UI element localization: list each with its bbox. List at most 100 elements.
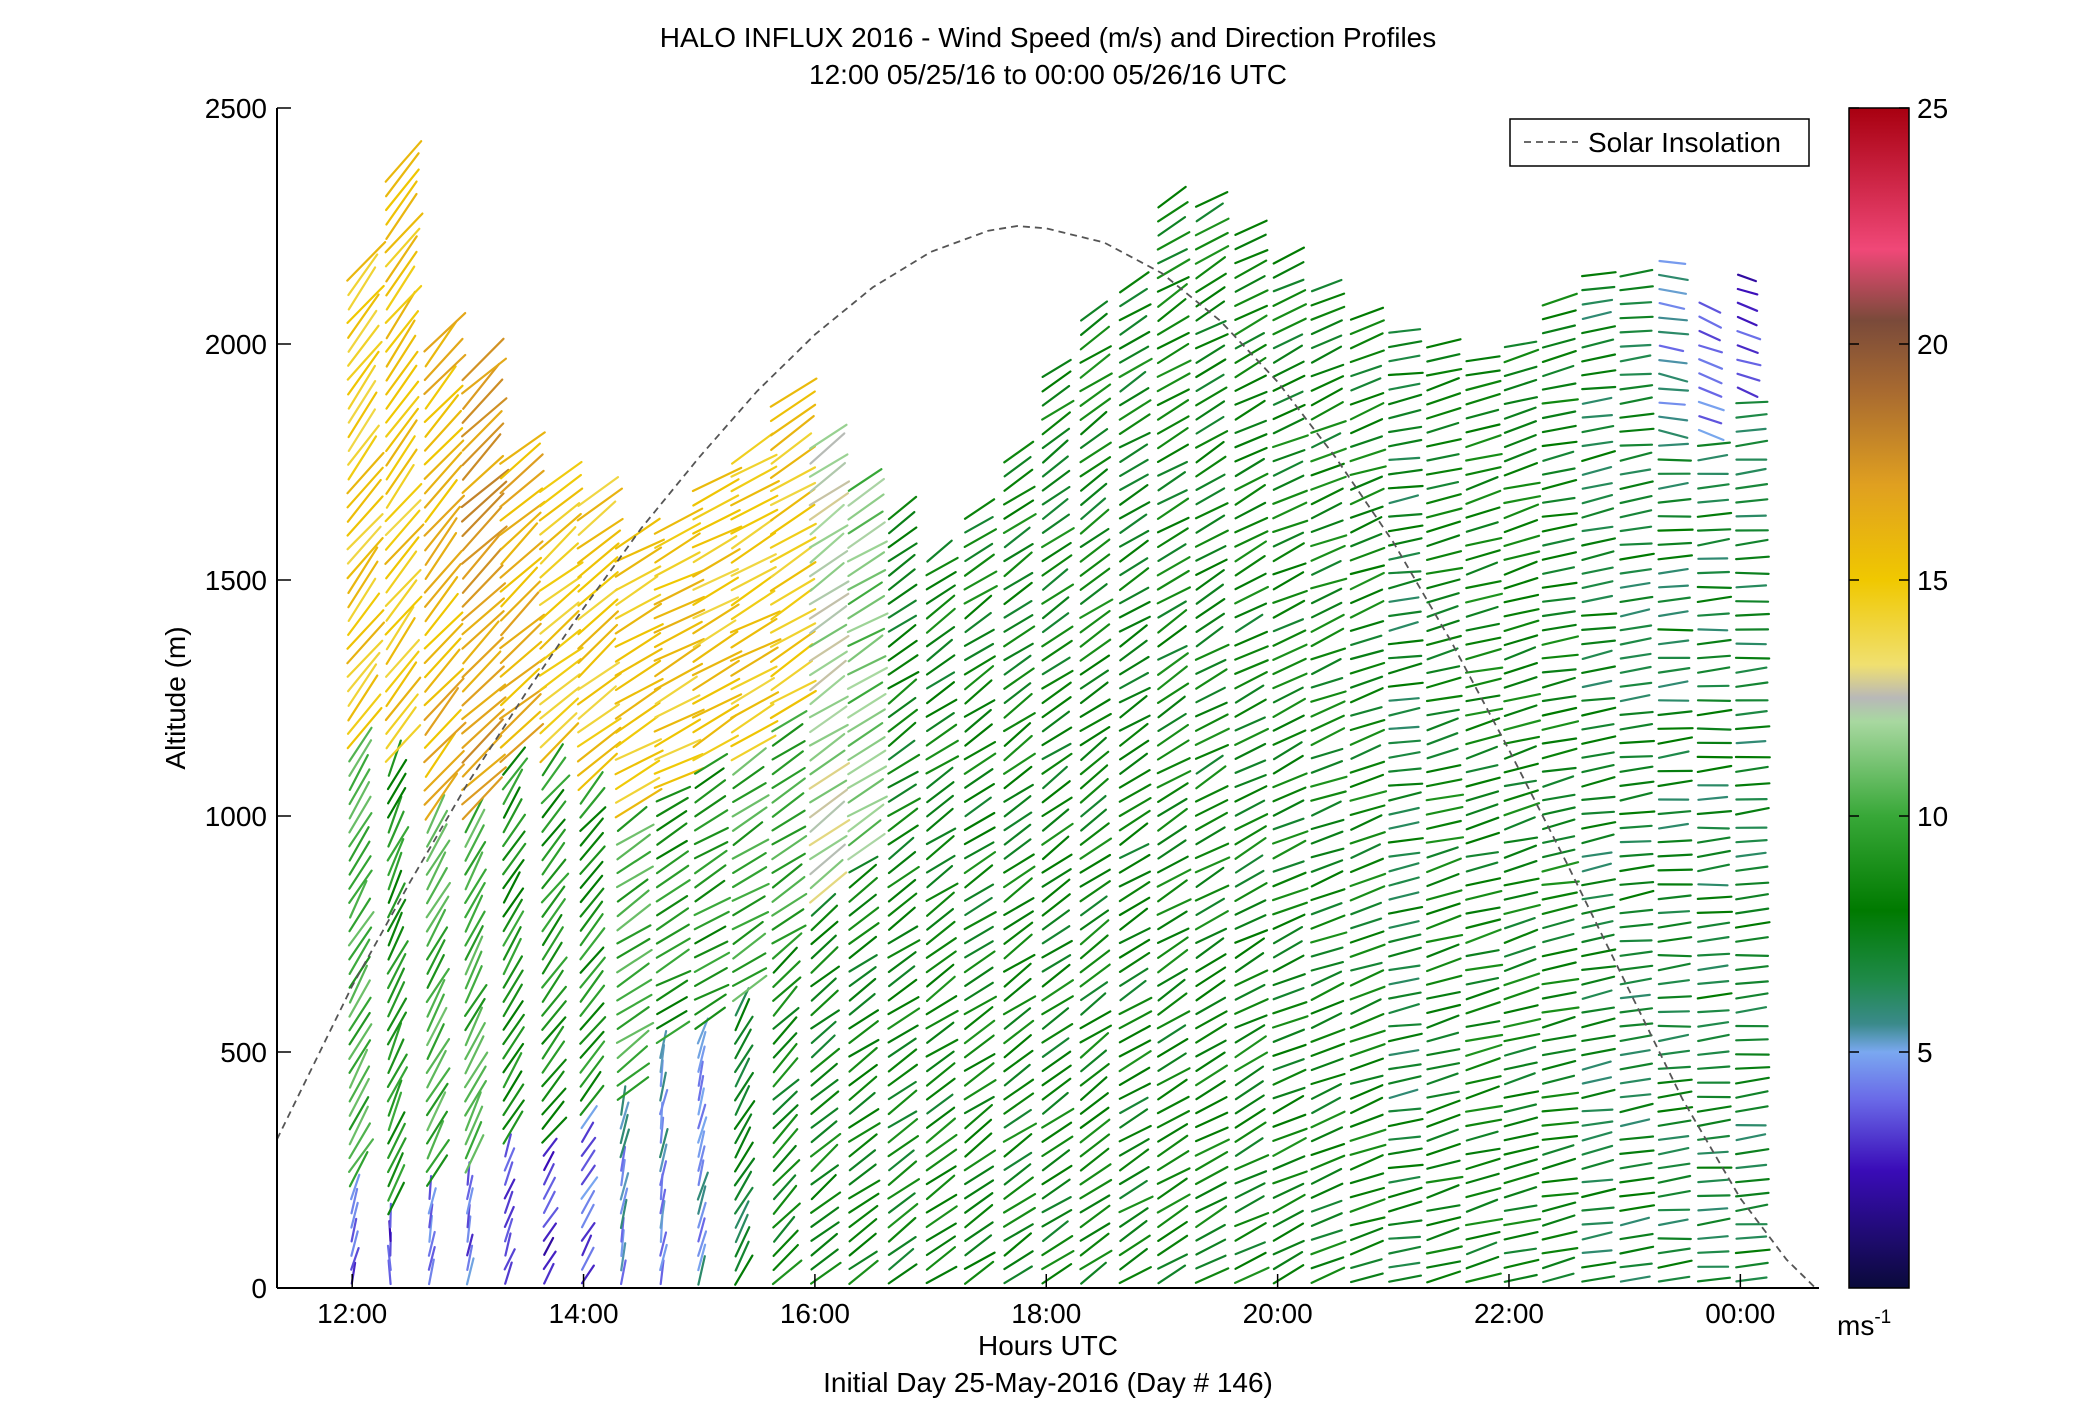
wind-barb [1310,818,1345,831]
wind-barb [1156,527,1189,549]
wind-barb [655,785,692,803]
wind-barb [659,1143,668,1173]
wind-barb [1079,638,1112,662]
wind-barb [1118,843,1150,860]
wind-barb [693,752,729,775]
wind-barb [888,1247,915,1271]
wind-barb [848,1218,878,1243]
wind-barb [423,677,465,722]
wind-barb [1425,566,1464,575]
wind-barb [426,823,448,863]
wind-barb [1119,639,1148,662]
wind-barb [499,431,546,465]
wind-barb [1425,550,1463,562]
wind-barb [1041,399,1075,421]
wind-barb [1194,856,1231,874]
wind-barb [1118,357,1153,379]
wind-barb [810,965,841,988]
wind-barb [1388,456,1421,461]
wind-barb [1041,808,1070,832]
wind-barb [1310,487,1344,506]
wind-barb [1541,1134,1579,1141]
wind-barb [1387,1186,1423,1199]
wind-barb [733,1100,756,1130]
wind-barb [846,612,889,634]
wind-barb [1194,1150,1229,1172]
wind-barb [1581,1120,1614,1127]
wind-barb [348,780,371,820]
wind-barb [385,350,419,396]
wind-barb [887,1235,917,1257]
wind-barb [731,838,770,860]
wind-barb [1272,1094,1305,1115]
wind-barb [502,937,522,976]
wind-barb [579,887,605,918]
wind-barb [1195,344,1226,364]
wind-barb [772,985,798,1017]
wind-barb [1310,462,1345,477]
wind-barb [1272,403,1306,421]
wind-barb [385,407,419,453]
wind-barb [1425,407,1462,420]
wind-barb [848,863,878,889]
wind-barb [692,659,740,692]
wind-barb [1118,880,1151,903]
wind-barb [1234,998,1269,1015]
wind-barb [1426,1090,1460,1099]
wind-barb [1310,319,1343,336]
wind-barb [423,337,464,382]
wind-barb [772,960,801,989]
wind-barb [502,1110,524,1145]
wind-barb [541,1040,566,1074]
wind-barb [1272,1182,1305,1199]
wind-barb [1156,1067,1191,1086]
wind-barb [926,539,953,563]
wind-barb [1734,612,1771,617]
wind-barb [1387,905,1424,915]
wind-barb [964,611,992,634]
wind-barb [1697,1021,1730,1028]
wind-barb [1156,757,1191,775]
wind-barb [385,536,420,580]
wind-barb [692,677,741,705]
wind-barb [1041,669,1074,690]
wind-barb [614,776,661,804]
y-tick-label: 0 [251,1273,267,1304]
wind-barb [1119,557,1149,577]
wind-barb [1736,358,1762,367]
wind-barb [848,922,880,945]
wind-barb [1310,375,1345,392]
wind-barb [1541,668,1577,674]
wind-barb [1619,1275,1651,1283]
wind-barb [925,1193,958,1214]
wind-barb [1425,805,1464,816]
wind-barb [772,1202,801,1229]
wind-barb [1195,927,1228,945]
wind-barb [1195,658,1227,675]
wind-barb [1619,908,1654,915]
wind-barb [1465,561,1499,576]
wind-barb [1388,697,1420,702]
wind-barb [1310,946,1344,958]
wind-barb [1272,860,1305,873]
wind-barb [348,1011,371,1046]
wind-barb [1735,893,1770,901]
wind-barb [499,580,541,622]
wind-barb [1619,710,1654,717]
wind-barb [1079,312,1108,336]
colorbar-tick-label: 5 [1917,1037,1933,1068]
wind-barb [1079,669,1110,690]
wind-barb [733,1186,754,1215]
wind-barb [1156,927,1190,945]
wind-barb [1349,773,1385,789]
wind-barb [1272,1068,1307,1086]
wind-barb [1619,1022,1654,1028]
wind-barb [1734,1148,1770,1156]
wind-barb [655,979,689,1002]
wind-barb [614,517,661,550]
wind-barb [579,1002,605,1031]
wind-barb [1157,644,1188,661]
wind-barb [1310,345,1343,364]
wind-barb [614,546,663,578]
wind-barb [347,364,376,410]
